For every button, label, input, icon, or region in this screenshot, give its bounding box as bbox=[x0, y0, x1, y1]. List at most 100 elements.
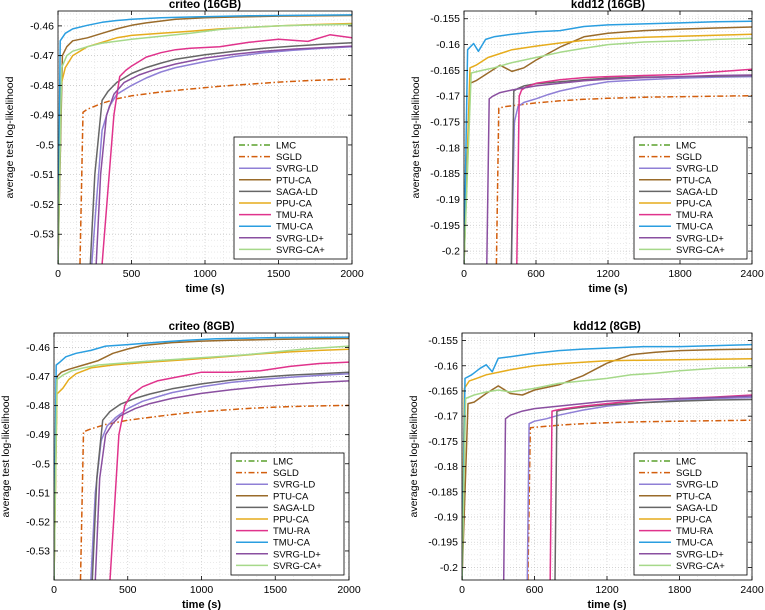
legend-label: SVRG-LD+ bbox=[276, 233, 324, 244]
series-line-svrg-ld-plus bbox=[95, 45, 352, 264]
chart-title: criteo (8GB) bbox=[169, 321, 235, 333]
legend-label: LMC bbox=[676, 457, 696, 468]
x-tick-label: 600 bbox=[527, 268, 545, 280]
legend-label: PTU-CA bbox=[273, 491, 309, 502]
legend-label: PTU-CA bbox=[276, 175, 312, 186]
series-line-sgld bbox=[495, 94, 752, 264]
y-tick-label: -0.195 bbox=[428, 537, 458, 549]
series-line-sgld bbox=[527, 419, 752, 580]
y-tick-label: -0.18 bbox=[436, 142, 460, 154]
x-axis-label: time (s) bbox=[587, 599, 626, 610]
chart-panel: 0 600 1200 1800 2400 -0.155 -0.16 -0.165 -0.17 -0… bbox=[410, 0, 764, 295]
x-axis-label: time (s) bbox=[182, 599, 221, 610]
legend-label: SVRG-CA+ bbox=[273, 561, 322, 572]
series-line-ppu-ca bbox=[54, 348, 349, 580]
series-line-tmu-ra bbox=[516, 68, 752, 264]
legend-label: LMC bbox=[676, 141, 696, 152]
legend: LMCSGLDSVRG-LDPTU-CASAGA-LDPPU-CATMU-RAT… bbox=[633, 452, 748, 576]
y-tick-label: -0.185 bbox=[428, 486, 458, 498]
series-line-tmu-ca bbox=[58, 14, 352, 264]
series-line-svrg-ld bbox=[90, 372, 349, 580]
series-line-svrg-ca-plus bbox=[58, 23, 352, 264]
series-line-tmu-ra bbox=[109, 361, 349, 580]
series-line-svrg-ca-plus bbox=[464, 37, 752, 264]
y-tick-label: -0.49 bbox=[26, 429, 50, 441]
series-lines bbox=[464, 20, 752, 264]
y-tick-label: -0.17 bbox=[434, 411, 458, 423]
legend-label: TMU-CA bbox=[676, 222, 714, 233]
y-tick-label: -0.47 bbox=[30, 50, 54, 62]
y-tick-label: -0.46 bbox=[30, 20, 54, 32]
legend-label: PPU-CA bbox=[273, 515, 310, 526]
legend-label: SGLD bbox=[273, 468, 299, 479]
y-tick-label: -0.16 bbox=[436, 39, 460, 51]
series-line-svrg-ca-plus bbox=[54, 345, 349, 580]
legend-label: SGLD bbox=[276, 152, 302, 163]
legend-label: TMU-RA bbox=[676, 526, 714, 537]
series-line-svrg-ld-plus bbox=[486, 74, 752, 264]
legend-label: SVRG-CA+ bbox=[676, 561, 725, 572]
series-lines bbox=[462, 343, 752, 580]
legend-label: TMU-RA bbox=[276, 210, 314, 221]
y-axis-label: average test log-likelihood bbox=[0, 395, 12, 517]
x-tick-label: 0 bbox=[459, 584, 465, 596]
legend-label: SVRG-LD bbox=[273, 480, 315, 491]
chart-title: kdd12 (8GB) bbox=[573, 321, 641, 333]
x-axis-label: time (s) bbox=[588, 283, 627, 295]
series-line-saga-ld bbox=[89, 42, 352, 264]
legend-label: SVRG-LD+ bbox=[676, 549, 724, 560]
series-line-saga-ld bbox=[554, 398, 752, 580]
x-axis-label: time (s) bbox=[185, 283, 224, 295]
legend-label: SVRG-CA+ bbox=[276, 245, 325, 256]
legend-label: PPU-CA bbox=[676, 199, 713, 210]
x-tick-label: 2400 bbox=[740, 584, 764, 596]
legend: LMCSGLDSVRG-LDPTU-CASAGA-LDPPU-CATMU-RAT… bbox=[233, 136, 348, 260]
legend-label: TMU-RA bbox=[273, 526, 311, 537]
grid bbox=[57, 11, 353, 265]
x-tick-label: 0 bbox=[51, 584, 57, 596]
series-line-svrg-ld bbox=[91, 45, 352, 264]
legend-label: SAGA-LD bbox=[676, 187, 718, 198]
y-axis-label: average test log-likelihood bbox=[410, 76, 422, 198]
y-tick-label: -0.53 bbox=[30, 229, 54, 241]
y-tick-label: -0.52 bbox=[30, 199, 54, 211]
x-tick-label: 0 bbox=[55, 268, 61, 280]
series-line-svrg-ld-plus bbox=[94, 380, 349, 580]
legend-label: SVRG-LD bbox=[676, 480, 718, 491]
y-tick-label: -0.48 bbox=[30, 80, 54, 92]
legend: LMCSGLDSVRG-LDPTU-CASAGA-LDPPU-CATMU-RAT… bbox=[633, 136, 748, 260]
y-tick-label: -0.51 bbox=[26, 487, 50, 499]
y-tick-label: -0.51 bbox=[30, 169, 54, 181]
legend-label: TMU-CA bbox=[276, 222, 314, 233]
legend-label: SVRG-LD+ bbox=[273, 549, 321, 560]
legend-label: LMC bbox=[276, 141, 296, 152]
y-tick-label: -0.46 bbox=[26, 342, 50, 354]
y-tick-label: -0.48 bbox=[26, 400, 50, 412]
chart-panel: 0 500 1000 1500 2000 -0.46 -0.47 -0.48 -0.49 -0.5… bbox=[0, 321, 361, 610]
y-tick-label: -0.49 bbox=[30, 110, 54, 122]
legend-label: SAGA-LD bbox=[276, 187, 318, 198]
series-line-svrg-ld bbox=[510, 75, 752, 264]
series-line-svrg-ld bbox=[526, 396, 752, 580]
y-axis-label: average test log-likelihood bbox=[4, 76, 16, 198]
legend-label: SGLD bbox=[676, 152, 702, 163]
legend-label: TMU-CA bbox=[273, 538, 311, 549]
y-tick-label: -0.5 bbox=[32, 458, 50, 470]
series-line-ptu-ca bbox=[54, 337, 349, 580]
x-tick-label: 1800 bbox=[668, 268, 692, 280]
y-axis-label: average test log-likelihood bbox=[408, 395, 420, 517]
y-tick-label: -0.18 bbox=[434, 461, 458, 473]
legend-label: PTU-CA bbox=[676, 491, 712, 502]
series-lines bbox=[58, 14, 352, 264]
legend-label: TMU-RA bbox=[676, 210, 714, 221]
y-tick-label: -0.175 bbox=[428, 436, 458, 448]
y-tick-label: -0.5 bbox=[36, 139, 54, 151]
series-line-tmu-ca bbox=[464, 20, 752, 264]
legend-label: SVRG-LD bbox=[276, 164, 318, 175]
x-tick-label: 1500 bbox=[264, 584, 288, 596]
x-tick-label: 500 bbox=[123, 268, 141, 280]
legend-label: SVRG-LD+ bbox=[676, 233, 724, 244]
legend-label: SAGA-LD bbox=[273, 503, 315, 514]
chart-title: criteo (16GB) bbox=[169, 0, 241, 11]
y-tick-label: -0.185 bbox=[430, 168, 460, 180]
